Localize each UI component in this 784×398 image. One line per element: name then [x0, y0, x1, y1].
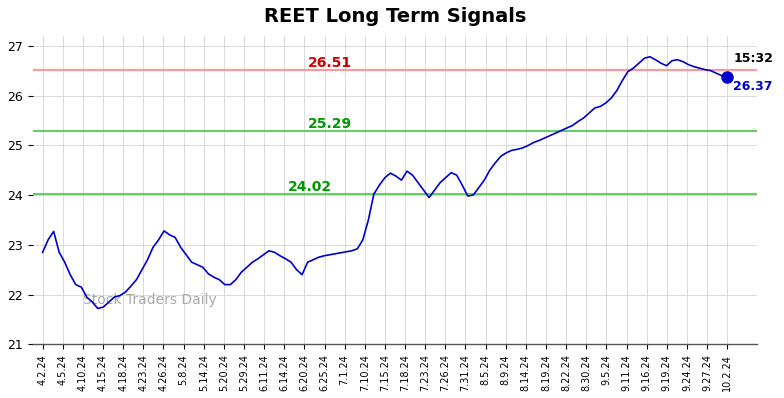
Text: 24.02: 24.02	[288, 180, 332, 194]
Text: Stock Traders Daily: Stock Traders Daily	[83, 293, 217, 307]
Title: REET Long Term Signals: REET Long Term Signals	[263, 7, 526, 26]
Text: 25.29: 25.29	[308, 117, 352, 131]
Text: 15:32: 15:32	[733, 52, 773, 65]
Text: 26.37: 26.37	[733, 80, 773, 93]
Text: 26.51: 26.51	[308, 56, 352, 70]
